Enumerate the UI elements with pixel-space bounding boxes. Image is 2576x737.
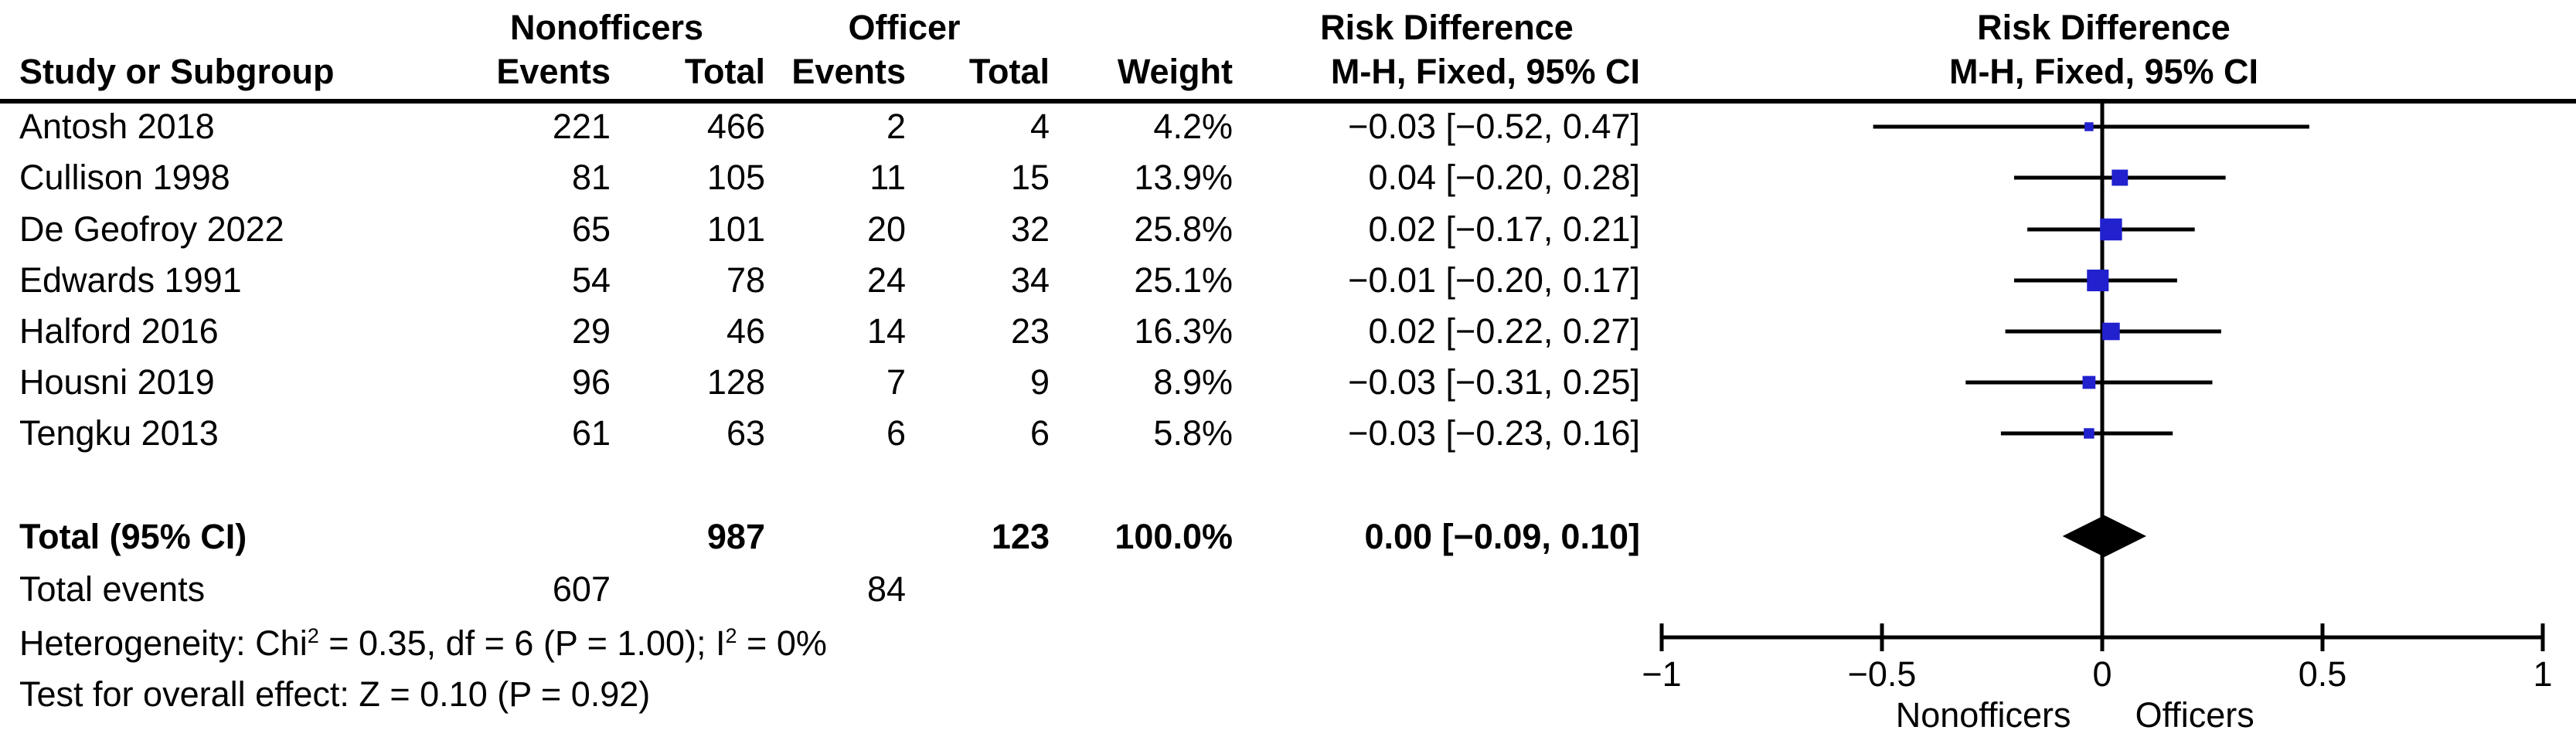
group-header-nonofficers: Nonofficers — [509, 8, 704, 47]
x-axis-tick-label: −1 — [1642, 654, 1681, 694]
ci-cell: −0.03 [−0.52, 0.47] — [1348, 107, 1640, 146]
nonofficers-total-cell: 105 — [706, 158, 765, 197]
nonofficers-events-cell: 61 — [571, 413, 611, 453]
nonofficers-total-cell: 78 — [726, 260, 765, 300]
nonofficers-events-cell: 96 — [571, 362, 611, 402]
total-weight: 100.0% — [1114, 517, 1233, 556]
total-officer-total: 123 — [991, 517, 1050, 556]
officer-events-cell: 7 — [886, 362, 906, 402]
column-header-officer-events: Events — [791, 52, 906, 91]
point-estimate-square — [2102, 322, 2120, 341]
x-axis-tick-label: 0 — [2092, 654, 2112, 694]
officer-events-cell: 24 — [866, 260, 906, 300]
ci-cell: 0.02 [−0.17, 0.21] — [1368, 209, 1640, 249]
nonofficers-events-cell: 29 — [571, 311, 611, 351]
nonofficers-events-cell: 54 — [571, 260, 611, 300]
study-name: Edwards 1991 — [19, 260, 242, 300]
heterogeneity-part1: Heterogeneity: Chi — [19, 623, 308, 663]
nonofficers-total-cell: 46 — [726, 311, 765, 351]
nonofficers-total-cell: 101 — [706, 209, 765, 249]
total-diamond — [2062, 515, 2146, 557]
ci-cell: −0.03 [−0.23, 0.16] — [1348, 413, 1640, 453]
total-events-label: Total events — [19, 569, 206, 609]
officer-events-cell: 14 — [866, 311, 906, 351]
column-header-nonofficers-total: Total — [684, 52, 765, 91]
ci-cell: −0.03 [−0.31, 0.25] — [1348, 362, 1640, 402]
heterogeneity-part2: = 0.35, df = 6 (P = 1.00); I — [318, 623, 726, 663]
nonofficers-events-cell: 65 — [571, 209, 611, 249]
weight-cell: 5.8% — [1153, 413, 1233, 453]
ci-cell: −0.01 [−0.20, 0.17] — [1348, 260, 1640, 300]
study-name: Antosh 2018 — [19, 107, 215, 146]
officer-events-cell: 2 — [886, 107, 906, 146]
point-estimate-square — [2084, 122, 2094, 131]
axis-group-label: Officers — [2135, 695, 2254, 735]
heterogeneity-text: Heterogeneity: Chi2 = 0.35, df = 6 (P = … — [19, 620, 1333, 667]
study-name: Halford 2016 — [19, 311, 219, 351]
group-header-risk-difference-plot: Risk Difference — [1977, 8, 2231, 47]
heterogeneity-sup2: 2 — [725, 624, 737, 647]
point-estimate-square — [2087, 269, 2109, 292]
heterogeneity-part3: = 0% — [737, 623, 827, 663]
weight-cell: 25.8% — [1134, 209, 1233, 249]
axis-group-label: Nonofficers — [1896, 695, 2071, 735]
total-label: Total (95% CI) — [19, 517, 247, 556]
officer-events-cell: 11 — [869, 158, 906, 197]
weight-cell: 13.9% — [1134, 158, 1233, 197]
weight-cell: 16.3% — [1134, 311, 1233, 351]
weight-cell: 8.9% — [1153, 362, 1233, 402]
weight-cell: 4.2% — [1153, 107, 1233, 146]
header-separator-line — [0, 99, 2576, 104]
study-name: Housni 2019 — [19, 362, 215, 402]
point-estimate-square — [2084, 428, 2094, 439]
total-ci: 0.00 [−0.09, 0.10] — [1364, 517, 1640, 556]
point-estimate-square — [2112, 169, 2129, 186]
officer-events-cell: 20 — [866, 209, 906, 249]
study-name: Tengku 2013 — [19, 413, 219, 453]
officer-total-cell: 23 — [1010, 311, 1050, 351]
x-axis-tick-label: −0.5 — [1848, 654, 1917, 694]
weight-cell: 25.1% — [1134, 260, 1233, 300]
officer-events-cell: 6 — [886, 413, 906, 453]
ci-cell: 0.04 [−0.20, 0.28] — [1368, 158, 1640, 197]
nonofficers-events-cell: 221 — [552, 107, 611, 146]
officer-total-cell: 32 — [1010, 209, 1050, 249]
x-axis-tick-label: 0.5 — [2299, 654, 2347, 694]
officer-total-cell: 4 — [1029, 107, 1050, 146]
column-header-nonofficers-events: Events — [496, 52, 611, 91]
officer-total-cell: 6 — [1029, 413, 1050, 453]
column-header-officer-total: Total — [968, 52, 1050, 91]
column-header-mh-ci-table: M-H, Fixed, 95% CI — [1330, 52, 1640, 91]
overall-effect-text: Test for overall effect: Z = 0.10 (P = 0… — [19, 674, 651, 714]
x-axis-tick-label: 1 — [2533, 654, 2552, 694]
point-estimate-square — [2082, 375, 2096, 389]
ci-cell: 0.02 [−0.22, 0.27] — [1368, 311, 1640, 351]
total-events-nonofficers: 607 — [552, 569, 611, 609]
group-header-risk-difference-table: Risk Difference — [1320, 8, 1574, 47]
nonofficers-total-cell: 466 — [706, 107, 765, 146]
column-header-mh-ci-plot: M-H, Fixed, 95% CI — [1948, 52, 2259, 91]
officer-total-cell: 15 — [1010, 158, 1050, 197]
officer-total-cell: 34 — [1010, 260, 1050, 300]
study-name: De Geofroy 2022 — [19, 209, 284, 249]
officer-total-cell: 9 — [1029, 362, 1050, 402]
heterogeneity-sup1: 2 — [307, 624, 319, 647]
total-events-officer: 84 — [866, 569, 906, 609]
column-header-weight: Weight — [1117, 52, 1233, 91]
group-header-officer: Officer — [848, 8, 961, 47]
column-header-study: Study or Subgroup — [19, 52, 335, 91]
nonofficers-events-cell: 81 — [571, 158, 611, 197]
nonofficers-total-cell: 128 — [706, 362, 765, 402]
point-estimate-square — [2100, 218, 2122, 241]
total-nonofficers-total: 987 — [706, 517, 765, 556]
study-name: Cullison 1998 — [19, 158, 230, 197]
nonofficers-total-cell: 63 — [726, 413, 765, 453]
